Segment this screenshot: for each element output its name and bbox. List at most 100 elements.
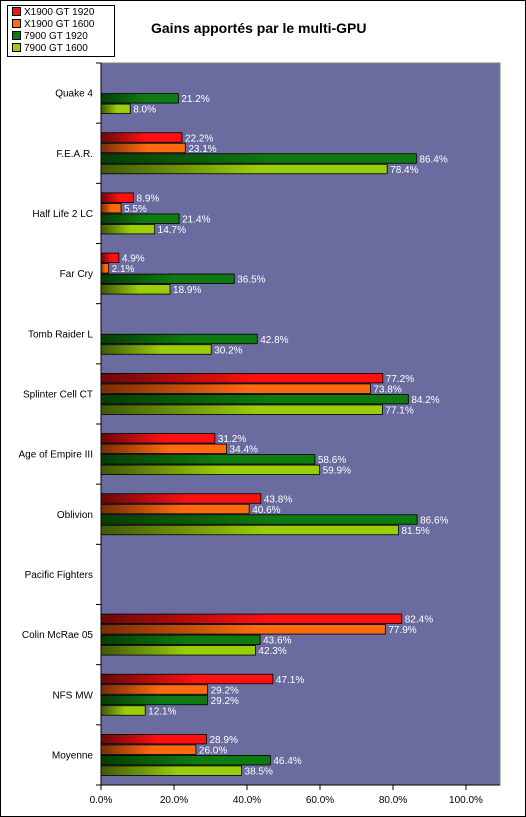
bar [100, 252, 120, 263]
bar [100, 433, 216, 444]
bar [100, 192, 134, 203]
category-label: Splinter Cell CT [23, 389, 93, 400]
data-label: 8.0% [133, 105, 156, 116]
data-label: 81.5% [401, 526, 429, 537]
data-label: 26.0% [199, 745, 227, 756]
data-label: 8.9% [136, 193, 159, 204]
legend-label: X1900 GT 1920 [24, 7, 95, 18]
bar [100, 132, 183, 143]
x-tick-label: 80.0% [379, 795, 407, 806]
data-label: 18.9% [173, 285, 201, 296]
bar [100, 514, 418, 525]
data-label: 4.9% [122, 254, 145, 265]
category-label: Far Cry [60, 269, 93, 280]
bar [100, 163, 388, 175]
bar [100, 344, 212, 355]
data-label: 2.1% [112, 264, 135, 275]
bar [100, 684, 208, 695]
legend-swatch [12, 18, 21, 28]
data-label: 38.5% [245, 766, 273, 777]
bar [100, 263, 110, 274]
legend-item-x1900-1920: X1900 GT 1920 [12, 6, 95, 19]
legend-swatch [12, 42, 21, 52]
data-label: 47.1% [276, 675, 304, 686]
x-tick-label: 20.0% [160, 795, 188, 806]
bar [100, 744, 197, 755]
x-tick-label: 100.0% [449, 795, 483, 806]
bar [100, 373, 384, 384]
bar [100, 404, 383, 415]
bar [100, 103, 131, 114]
bar [100, 224, 156, 235]
legend-swatch [12, 30, 21, 40]
bar [100, 673, 274, 685]
bar [100, 464, 321, 475]
data-label: 46.4% [273, 756, 301, 767]
data-label: 23.1% [188, 144, 216, 155]
category-label: Oblivion [57, 510, 93, 521]
bar [100, 503, 250, 515]
chart-title: Gains apportés par le multi-GPU [151, 20, 367, 36]
legend-label: X1900 GT 1600 [24, 19, 95, 30]
bar [100, 454, 316, 465]
bar [100, 142, 186, 154]
legend-label: 7900 GT 1920 [24, 31, 88, 42]
data-label: 43.6% [263, 636, 291, 647]
bar [100, 734, 207, 745]
data-label: 31.2% [218, 434, 246, 445]
x-tick-label: 60.0% [306, 795, 334, 806]
data-label: 43.8% [264, 494, 292, 505]
bar [100, 284, 171, 295]
data-label: 34.4% [230, 445, 258, 456]
data-label: 77.1% [385, 405, 413, 416]
legend-swatch [12, 6, 21, 16]
data-label: 21.2% [181, 94, 209, 105]
data-label: 40.6% [252, 505, 280, 516]
data-label: 59.9% [323, 466, 351, 477]
data-label: 78.4% [390, 165, 418, 176]
bar [100, 624, 386, 635]
bar [100, 765, 242, 776]
category-label: Half Life 2 LC [32, 209, 93, 220]
data-label: 29.2% [211, 685, 239, 696]
legend-item-7900-1600: 7900 GT 1600 [12, 42, 88, 55]
bar [100, 213, 180, 224]
data-label: 73.8% [373, 384, 401, 395]
bar [100, 694, 208, 706]
category-label: F.E.A.R. [56, 149, 93, 160]
data-label: 22.2% [185, 133, 213, 144]
category-label: Age of Empire III [19, 450, 93, 461]
legend-label: 7900 GT 1600 [24, 43, 88, 54]
data-label: 77.9% [388, 625, 416, 636]
bar [100, 443, 227, 454]
bar [100, 333, 258, 345]
bar [100, 755, 271, 766]
x-tick-label: 0.0% [90, 795, 113, 806]
data-label: 14.7% [158, 225, 186, 236]
data-label: 21.4% [182, 214, 210, 225]
data-label: 29.2% [211, 696, 239, 707]
legend-item-x1900-1600: X1900 GT 1600 [12, 18, 95, 31]
data-label: 42.8% [260, 335, 288, 346]
data-label: 28.9% [209, 735, 237, 746]
data-label: 30.2% [214, 345, 242, 356]
bar [100, 153, 417, 164]
data-label: 82.4% [405, 615, 433, 626]
data-label: 84.2% [411, 395, 439, 406]
legend-item-7900-1920: 7900 GT 1920 [12, 30, 88, 43]
data-label: 5.5% [124, 204, 147, 215]
category-label: Moyenne [52, 750, 94, 761]
category-label: Quake 4 [55, 89, 93, 100]
bar [100, 645, 256, 656]
bar [100, 493, 262, 504]
data-label: 42.3% [258, 646, 286, 657]
bar [100, 524, 399, 536]
data-label: 86.4% [419, 154, 447, 165]
bar [100, 705, 146, 716]
bar [100, 273, 235, 284]
bar [100, 634, 261, 645]
plot-area [100, 62, 501, 786]
category-label: Tomb Raider L [28, 329, 93, 340]
x-tick-label: 40.0% [233, 795, 261, 806]
